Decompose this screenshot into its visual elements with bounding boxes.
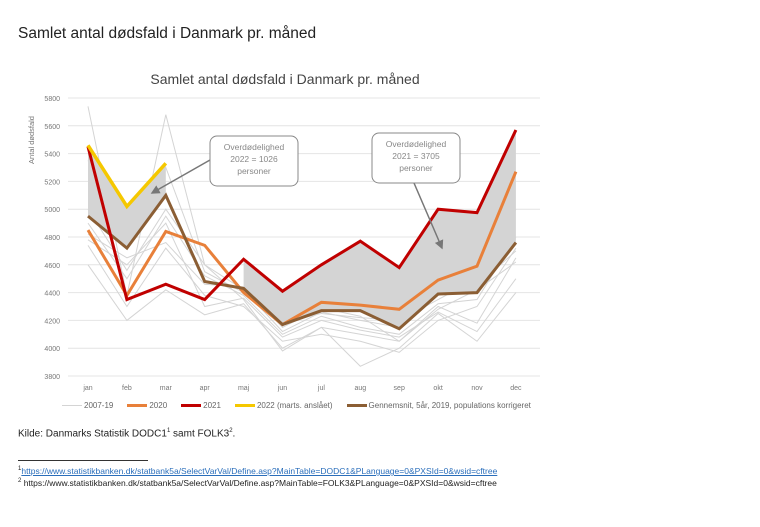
footnote-1: 1https://www.statistikbanken.dk/statbank… — [18, 466, 497, 476]
x-tick-label: jan — [82, 385, 92, 392]
series-line-2007-19 — [87, 245, 517, 353]
x-tick-label: jul — [317, 385, 325, 392]
x-tick-label: nov — [471, 385, 483, 392]
y-tick-label: 5800 — [44, 96, 60, 103]
y-tick-label: 5600 — [44, 124, 60, 131]
y-tick-label: 5400 — [44, 152, 60, 159]
y-tick-label: 4800 — [44, 235, 60, 242]
y-tick-label: 4400 — [44, 291, 60, 298]
annotation-text: Overdødelighed — [386, 139, 447, 149]
x-tick-label: jun — [277, 385, 287, 392]
annotation-arrow — [413, 182, 444, 250]
legend-item: 2007-19 — [62, 401, 113, 410]
footnote-number: 2 — [18, 478, 22, 485]
annotation-arrow — [150, 159, 211, 194]
source-mid: samt FOLK3 — [170, 428, 230, 440]
footnote-2: 2 https://www.statistikbanken.dk/statban… — [18, 478, 497, 488]
x-tick-label: feb — [122, 385, 132, 392]
source-label: Kilde: Danmarks Statistik DODC1 — [18, 428, 167, 440]
y-tick-label: 5200 — [44, 179, 60, 186]
series-line-2022 — [86, 144, 168, 210]
series-line-2007-19 — [87, 222, 517, 338]
document-title: Samlet antal dødsfald i Danmark pr. måne… — [18, 25, 317, 42]
source-text: Kilde: Danmarks Statistik DODC11 samt FO… — [18, 428, 235, 439]
legend-label: 2022 (marts. anslået) — [256, 401, 333, 410]
series-line-2007-19 — [87, 215, 517, 335]
y-axis-label: Antal dødsfald — [27, 116, 36, 164]
annotation-text: personer — [237, 166, 271, 176]
legend-item: 2021 — [181, 401, 221, 410]
legend-label: 2020 — [149, 401, 168, 410]
y-tick-label: 4200 — [44, 318, 60, 325]
y-tick-label: 4000 — [44, 346, 60, 353]
series-line-2020 — [86, 171, 518, 327]
legend-label: Gennemsnit, 5år, 2019, populations korri… — [368, 401, 531, 410]
legend-label: 2021 — [203, 401, 221, 410]
legend-item: Gennemsnit, 5år, 2019, populations korri… — [346, 401, 531, 410]
legend-swatch — [234, 404, 255, 407]
source-end: . — [232, 428, 236, 440]
chart-legend: 2007-19 2020 2021 2022 (marts. anslået) Genn… — [62, 401, 531, 410]
x-tick-label: mar — [160, 385, 173, 392]
legend-swatch — [346, 404, 367, 407]
legend-item: 2022 (marts. anslået) — [234, 401, 333, 410]
y-tick-label: 3800 — [44, 374, 60, 381]
footnote-link[interactable]: https://www.statistikbanken.dk/statbank5… — [21, 466, 498, 476]
excess-area-2021 — [243, 129, 516, 329]
series-line-gennemsnit — [87, 192, 518, 331]
legend-swatch — [62, 405, 82, 406]
annotation-text: personer — [399, 163, 433, 173]
footnote-ref-1: 1 — [166, 428, 171, 434]
annotation-text: 2021 = 3705 — [392, 151, 440, 161]
legend-swatch — [181, 404, 202, 407]
legend-item: 2020 — [127, 401, 167, 410]
x-tick-label: sep — [394, 385, 405, 392]
annotation-box — [209, 135, 299, 187]
footnote-divider — [18, 460, 148, 461]
annotation-text: Overdødelighed — [224, 142, 285, 152]
chart-title: Samlet antal dødsfald i Danmark pr. måne… — [150, 71, 419, 87]
y-tick-label: 5000 — [44, 207, 60, 214]
x-tick-label: apr — [200, 385, 211, 392]
legend-swatch — [127, 404, 148, 407]
x-tick-label: aug — [354, 385, 366, 392]
annotation-box — [371, 132, 461, 184]
x-tick-label: maj — [238, 385, 250, 392]
series-line-2021 — [86, 129, 518, 302]
footnote-text: https://www.statistikbanken.dk/statbank5… — [21, 478, 497, 488]
legend-label: 2007-19 — [84, 401, 114, 410]
x-tick-label: dec — [510, 385, 522, 392]
footnote-number: 1 — [18, 466, 22, 473]
line-chart: Samlet antal dødsfald i Danmark pr. måne… — [27, 71, 540, 392]
annotation-text: 2022 = 1026 — [230, 154, 278, 164]
y-tick-label: 4600 — [44, 263, 60, 270]
footnote-ref-2: 2 — [229, 428, 233, 434]
x-tick-label: okt — [433, 385, 442, 392]
